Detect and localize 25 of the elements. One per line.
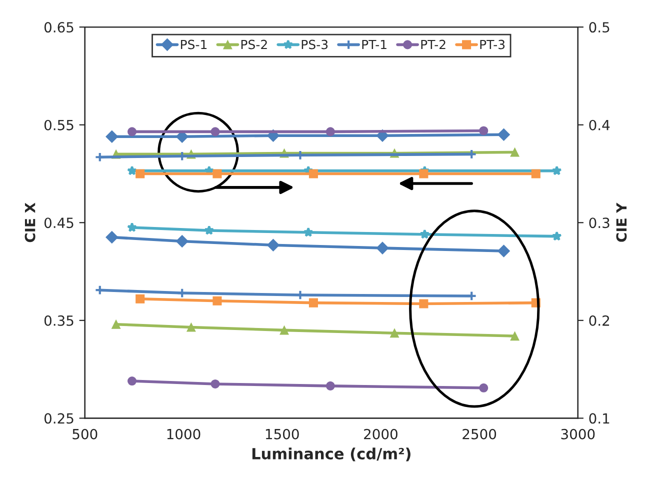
y-tick-label: 0.35 (44, 315, 74, 326)
legend-label: PT-3 (480, 40, 505, 50)
y-tick-label: 0.55 (44, 120, 74, 130)
y2-tick-label: 0.5 (589, 22, 610, 33)
x-axis-title: Luminance (cd/m²) (252, 448, 410, 462)
x-tick-label: 2000 (364, 428, 398, 440)
y2-tick-label: 0.4 (589, 120, 610, 130)
legend-label: PT-2 (421, 40, 446, 50)
y-tick-label: 0.45 (44, 218, 74, 228)
y2-tick-label: 0.3 (589, 218, 610, 228)
legend-label: PS-3 (302, 40, 328, 50)
legend-label: PS-1 (180, 40, 207, 50)
y2-tick-label: 0.1 (589, 413, 610, 424)
y2-axis-title: CIE Y (616, 202, 627, 242)
y-tick-label: 0.25 (44, 413, 74, 424)
x-tick-label: 3000 (561, 428, 595, 440)
legend-label: PS-2 (241, 40, 267, 50)
x-tick-label: 1500 (266, 428, 299, 440)
legend-label: PT-1 (362, 40, 386, 50)
y-tick-label: 0.65 (44, 22, 74, 33)
y-axis-title: CIE X (24, 202, 36, 242)
x-tick-label: 1000 (167, 428, 200, 440)
x-tick-label: 500 (72, 428, 98, 440)
y2-tick-label: 0.2 (589, 315, 610, 326)
x-tick-label: 2500 (462, 428, 496, 440)
